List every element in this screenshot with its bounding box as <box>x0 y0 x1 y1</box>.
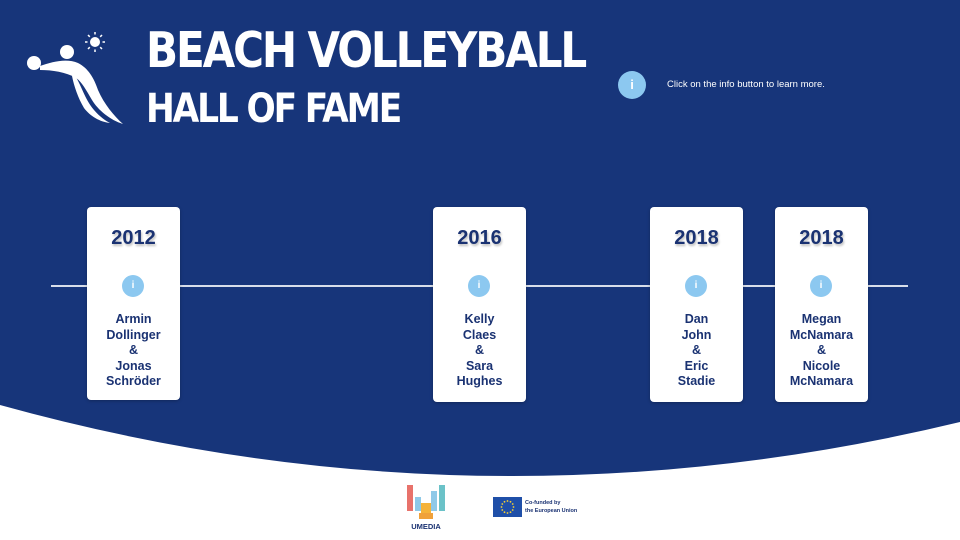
name-line: Stadie <box>677 374 716 388</box>
info-icon[interactable]: i <box>685 275 707 297</box>
name-line: & <box>128 343 139 357</box>
info-icon[interactable]: i <box>810 275 832 297</box>
page-title: BEACH VOLLEYBALL <box>146 22 587 79</box>
name-line: Jonas <box>115 358 152 373</box>
volleyball-player-icon <box>27 32 123 124</box>
card-year: 2016 <box>457 227 502 249</box>
umedia-logo <box>407 485 445 519</box>
timeline-card: 2016 i Kelly Claes & Sara Hughes <box>433 207 526 402</box>
card-year: 2018 <box>799 227 844 249</box>
timeline-card: 2018 i Dan John & Eric Stadie <box>650 207 743 402</box>
name-line: Schröder <box>106 374 161 388</box>
name-line: & <box>474 343 485 357</box>
name-line: Claes <box>462 327 497 342</box>
card-names: Dan John & Eric Stadie <box>650 312 743 390</box>
name-line: McNamara <box>789 327 854 342</box>
card-year: 2012 <box>111 227 156 249</box>
name-line: Sara <box>465 358 494 373</box>
card-names: Armin Dollinger & Jonas Schröder <box>87 312 180 390</box>
name-line: Armin <box>115 312 152 326</box>
name-line: & <box>691 343 702 357</box>
timeline-card: 2012 i Armin Dollinger & Jonas Schröder <box>87 207 180 400</box>
name-line: Dollinger <box>106 327 161 342</box>
info-button[interactable]: i <box>618 71 646 99</box>
name-line: McNamara <box>789 374 854 388</box>
card-names: Megan McNamara & Nicole McNamara <box>775 312 868 390</box>
card-names: Kelly Claes & Sara Hughes <box>433 312 526 390</box>
name-line: Nicole <box>802 358 841 373</box>
name-line: & <box>816 343 827 357</box>
name-line: Dan <box>684 312 709 326</box>
name-line: Eric <box>684 358 709 373</box>
card-year: 2018 <box>674 227 719 249</box>
info-hint-text: Click on the info button to learn more. <box>667 79 825 90</box>
name-line: John <box>681 327 712 342</box>
page-subtitle: HALL OF FAME <box>146 86 402 132</box>
name-line: Hughes <box>456 374 503 388</box>
info-icon[interactable]: i <box>122 275 144 297</box>
eu-text-line: Co-funded by <box>525 500 561 506</box>
info-icon[interactable]: i <box>468 275 490 297</box>
eu-cofunded-text: Co-funded by the European Union <box>525 500 577 515</box>
eu-text-line: the European Union <box>525 507 578 514</box>
eu-flag-icon <box>493 497 522 517</box>
name-line: Kelly <box>464 312 495 326</box>
name-line: Megan <box>801 312 842 326</box>
timeline-card: 2018 i Megan McNamara & Nicole McNamara <box>775 207 868 402</box>
umedia-label: UMEDIA <box>411 522 441 531</box>
